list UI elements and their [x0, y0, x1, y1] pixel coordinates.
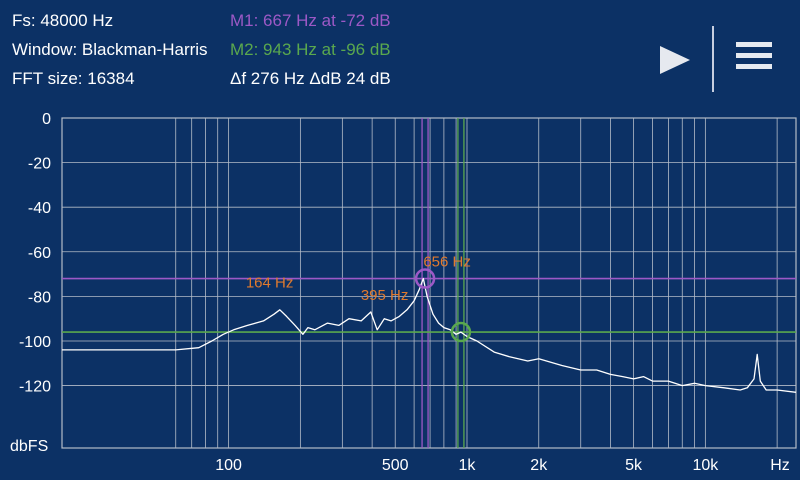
y-axis-unit-label: dbFS — [10, 438, 48, 455]
toolbar-divider — [712, 26, 714, 92]
window-type-text: Window: Blackman-Harris — [12, 40, 208, 59]
x-tick-label: 10k — [692, 457, 719, 474]
play-button[interactable] — [654, 40, 694, 80]
hamburger-menu-icon — [736, 42, 772, 69]
plot-frame — [61, 117, 797, 449]
peak-label: 395 Hz — [361, 287, 409, 304]
spectrum-trace — [62, 277, 797, 393]
sample-rate-text: Fs: 48000 Hz — [12, 11, 114, 30]
peak-label: 164 Hz — [246, 275, 294, 292]
peak-label: 656 Hz — [423, 254, 471, 271]
x-tick-label: 1k — [459, 457, 477, 474]
y-tick-label: -100 — [19, 334, 51, 351]
y-tick-label: -40 — [28, 200, 51, 217]
y-tick-label: -20 — [28, 156, 51, 173]
x-tick-label: 100 — [215, 457, 242, 474]
y-tick-label: 0 — [42, 111, 51, 128]
marker-info: M1: 667 Hz at -72 dB M2: 943 Hz at -96 d… — [230, 6, 391, 93]
x-tick-label: 5k — [625, 457, 643, 474]
fft-size-text: FFT size: 16384 — [12, 69, 135, 88]
menu-button[interactable] — [736, 42, 772, 78]
delta-readout: Δf 276 Hz ΔdB 24 dB — [230, 69, 391, 88]
settings-info: Fs: 48000 Hz Window: Blackman-Harris FFT… — [12, 6, 208, 93]
x-tick-label: 500 — [382, 457, 409, 474]
y-tick-label: -80 — [28, 289, 51, 306]
play-icon — [660, 46, 690, 74]
x-tick-label: 2k — [530, 457, 548, 474]
marker-1-circle — [414, 268, 436, 289]
y-tick-label: -60 — [28, 245, 51, 262]
marker2-readout: M2: 943 Hz at -96 dB — [230, 40, 391, 59]
y-tick-label: -120 — [19, 379, 51, 396]
marker-2-circle — [450, 321, 472, 343]
marker1-readout: M1: 667 Hz at -72 dB — [230, 11, 391, 30]
x-axis-unit-label: Hz — [770, 457, 790, 474]
